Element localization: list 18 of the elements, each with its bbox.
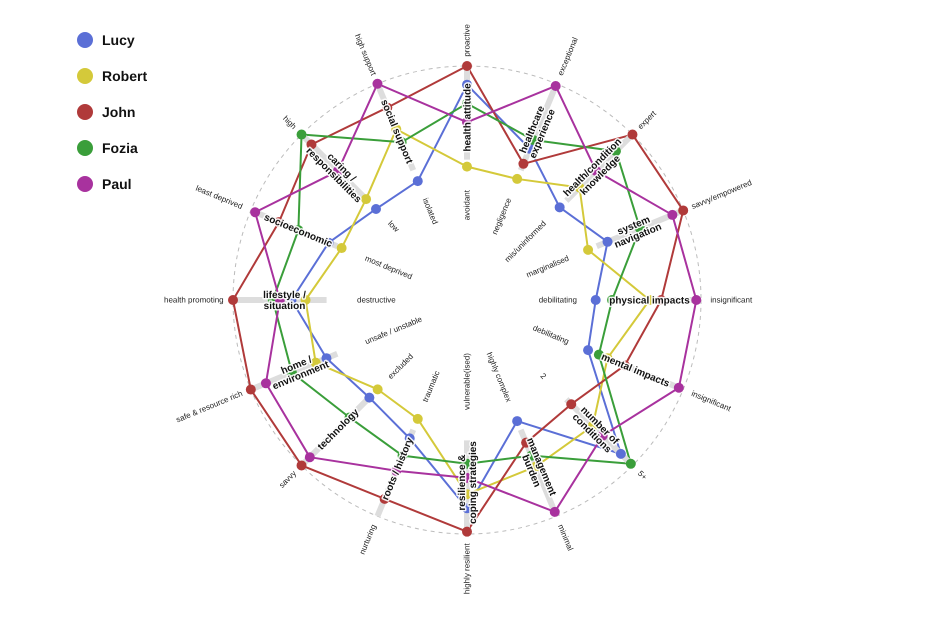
text: 2: [538, 371, 548, 382]
text: vulnerable(ised): [462, 352, 472, 410]
legend-label: Robert: [102, 68, 148, 84]
text: insignificant: [710, 296, 753, 304]
text: health promoting: [164, 296, 224, 304]
spoke-label: resilience & coping strategies: [457, 440, 479, 524]
legend-label: Paul: [102, 176, 132, 192]
text: proactive: [462, 24, 472, 57]
text: avoidant: [462, 189, 472, 220]
text: low: [386, 219, 402, 234]
text: destructive: [357, 296, 396, 304]
text: 5+: [636, 468, 649, 482]
spoke-label: health attitude: [462, 82, 474, 152]
text: highly resilient: [462, 542, 472, 594]
text: debilitating: [538, 296, 577, 304]
legend-label: Lucy: [102, 32, 135, 48]
legend-label: Fozia: [102, 140, 138, 156]
legend-label: John: [102, 104, 136, 120]
